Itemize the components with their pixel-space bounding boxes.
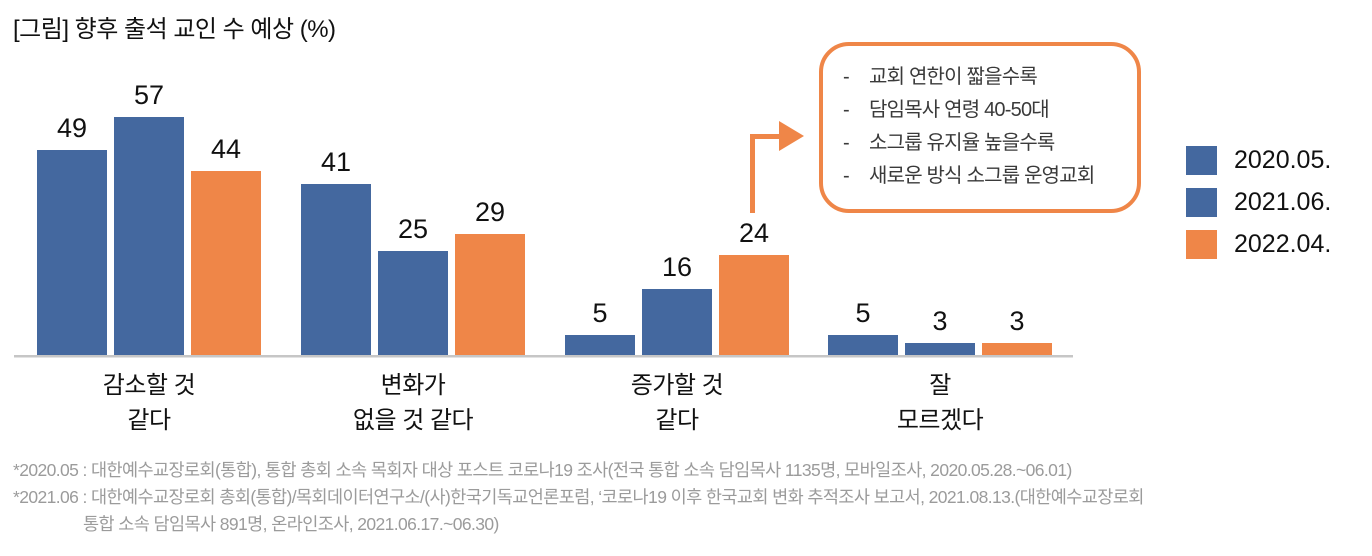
annotation-arrow-vertical-line [750, 134, 755, 213]
category-label-line: 감소할 것 [102, 372, 196, 399]
legend-item: 2021.06. [1186, 188, 1331, 217]
bar-value-label: 25 [397, 214, 429, 244]
bar: 16 [642, 252, 712, 356]
annotation-callout-box: - 교회 연한이 짧을수록 - 담임목사 연령 40-50대 - 소그룹 유지율 높을수록… [819, 42, 1141, 213]
bar: 41 [301, 147, 371, 356]
callout-text: 새로운 방식 소그룹 운영교회 [869, 165, 1095, 187]
category-label-line: 증가할 것 [630, 372, 724, 399]
bar: 5 [565, 298, 635, 356]
bar: 29 [455, 197, 525, 356]
footnote-2020: *2020.05 : 대한예수교장로회(통합), 통합 총회 소속 목회자 대상… [13, 460, 1072, 480]
callout-item: - 새로운 방식 소그룹 운영교회 [835, 160, 1127, 193]
callout-text: 담임목사 연령 40-50대 [869, 99, 1050, 121]
callout-text: 교회 연한이 짧을수록 [869, 66, 1038, 88]
bar-value-label: 24 [738, 218, 770, 248]
bar: 49 [37, 113, 107, 356]
category-label-line: 없을 것 같다 [352, 407, 474, 434]
bar-value-label: 57 [133, 80, 165, 110]
bar-value-label: 5 [855, 298, 871, 328]
bar: 5 [828, 298, 898, 356]
bar-value-label: 44 [210, 134, 242, 164]
callout-item: - 소그룹 유지율 높을수록 [835, 127, 1127, 160]
callout-item: - 교회 연한이 짧을수록 [835, 61, 1127, 94]
legend: 2020.05. 2021.06. 2022.04. [1186, 146, 1331, 272]
annotation-arrow-horizontal-line [750, 134, 780, 139]
bar-group: 5 3 3 [828, 298, 1052, 356]
bar-value-label: 29 [474, 197, 506, 227]
footnotes: *2020.05 : 대한예수교장로회(통합), 통합 총회 소속 목회자 대상… [13, 457, 1144, 538]
footnote-2021-continued: 통합 소속 담임목사 891명, 온라인조사, 2021.06.17.~06.3… [83, 514, 499, 534]
bar: 3 [982, 306, 1052, 356]
callout-bullet: - [843, 165, 850, 187]
bar-value-label: 41 [320, 147, 352, 177]
x-axis-line [14, 355, 1073, 358]
legend-swatch-icon [1186, 146, 1217, 175]
legend-item: 2022.04. [1186, 230, 1331, 259]
bar-value-label: 3 [1009, 306, 1025, 336]
callout-bullet: - [843, 99, 850, 121]
bar: 3 [905, 306, 975, 356]
legend-label: 2020.05. [1234, 146, 1332, 174]
category-label-line: 잘 [929, 372, 951, 399]
bar-group: 49 57 44 [37, 80, 261, 356]
bar: 25 [378, 214, 448, 356]
annotation-arrow-head-icon [779, 121, 804, 151]
category-label-line: 같다 [127, 407, 171, 434]
bar-group: 5 16 24 [565, 218, 789, 356]
bar: 44 [191, 134, 261, 356]
bar-group: 41 25 29 [301, 147, 525, 356]
bar-value-label: 16 [661, 252, 693, 282]
category-label-line: 모르겠다 [896, 407, 984, 434]
legend-swatch-icon [1186, 188, 1217, 217]
callout-bullet: - [843, 132, 850, 154]
callout-item: - 담임목사 연령 40-50대 [835, 94, 1127, 127]
bar: 24 [719, 218, 789, 356]
callout-text: 소그룹 유지율 높을수록 [869, 132, 1055, 154]
legend-label: 2021.06. [1234, 188, 1332, 216]
bar-value-label: 49 [56, 113, 88, 143]
legend-swatch-icon [1186, 230, 1217, 259]
chart-title: [그림] 향후 출석 교인 수 예상 (%) [13, 16, 336, 43]
bar-value-label: 3 [932, 306, 948, 336]
category-label-line: 변화가 [380, 372, 446, 399]
legend-label: 2022.04. [1234, 230, 1332, 258]
bar-value-label: 5 [592, 298, 608, 328]
callout-bullet: - [843, 66, 850, 88]
legend-item: 2020.05. [1186, 146, 1331, 175]
footnote-2021: *2021.06 : 대한예수교장로회 총회(통합)/목회데이터연구소/(사)한… [13, 487, 1144, 507]
bar: 57 [114, 80, 184, 356]
category-label-line: 같다 [655, 407, 699, 434]
